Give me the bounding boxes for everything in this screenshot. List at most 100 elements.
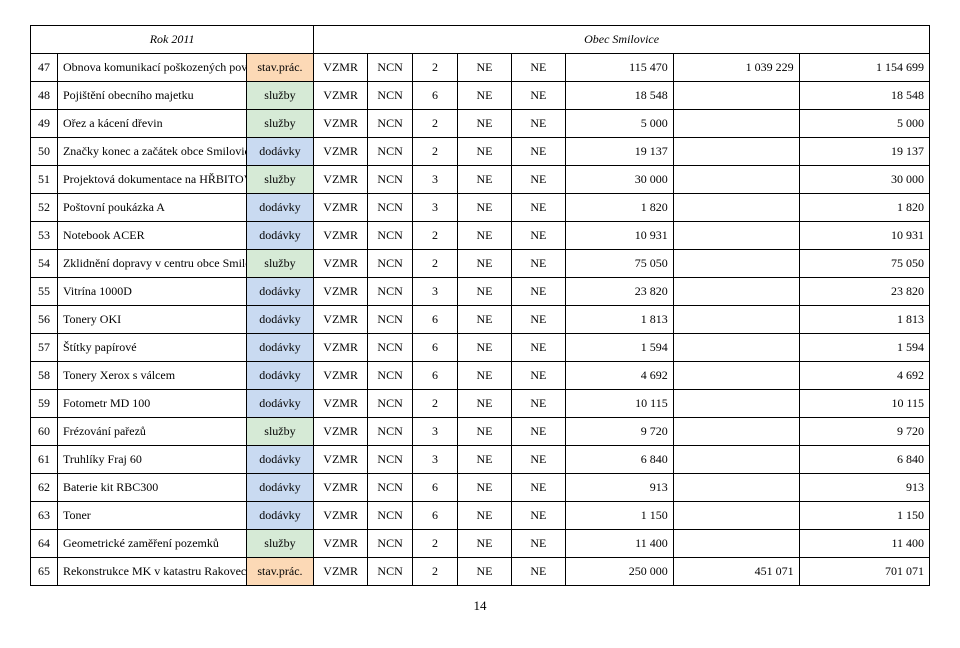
row-col-c: 2 [413,222,458,250]
row-col-g [673,138,799,166]
row-col-c: 3 [413,166,458,194]
row-col-h: 18 548 [799,82,929,110]
row-number: 57 [31,334,58,362]
row-col-a: VZMR [314,166,368,194]
row-col-e: NE [511,250,565,278]
row-col-d: NE [457,418,511,446]
row-category: stav.prác. [246,558,313,586]
row-col-a: VZMR [314,558,368,586]
row-description: Baterie kit RBC300 [57,474,246,502]
row-col-g [673,194,799,222]
row-col-b: NCN [368,362,413,390]
data-table: Rok 2011 Obec Smilovice 47Obnova komunik… [30,25,930,586]
table-row: 62Baterie kit RBC300dodávkyVZMRNCN6NENE9… [31,474,930,502]
row-col-b: NCN [368,474,413,502]
row-col-b: NCN [368,334,413,362]
row-col-h: 1 154 699 [799,54,929,82]
row-category: dodávky [246,194,313,222]
row-category: služby [246,530,313,558]
row-col-f: 18 548 [565,82,673,110]
row-col-c: 2 [413,250,458,278]
row-col-h: 913 [799,474,929,502]
row-category: dodávky [246,306,313,334]
row-col-e: NE [511,54,565,82]
row-col-b: NCN [368,138,413,166]
row-col-c: 6 [413,82,458,110]
row-col-d: NE [457,474,511,502]
row-col-g [673,222,799,250]
row-col-h: 75 050 [799,250,929,278]
row-col-g [673,278,799,306]
row-col-a: VZMR [314,306,368,334]
table-row: 55Vitrína 1000DdodávkyVZMRNCN3NENE23 820… [31,278,930,306]
row-number: 56 [31,306,58,334]
row-col-f: 19 137 [565,138,673,166]
row-description: Truhlíky Fraj 60 [57,446,246,474]
row-col-h: 10 115 [799,390,929,418]
row-col-c: 6 [413,474,458,502]
row-col-h: 9 720 [799,418,929,446]
row-description: Tonery Xerox s válcem [57,362,246,390]
row-col-h: 6 840 [799,446,929,474]
row-col-d: NE [457,222,511,250]
row-col-h: 1 594 [799,334,929,362]
row-col-d: NE [457,82,511,110]
table-row: 61Truhlíky Fraj 60dodávkyVZMRNCN3NENE6 8… [31,446,930,474]
row-col-b: NCN [368,390,413,418]
header-year: Rok 2011 [31,26,314,54]
row-col-e: NE [511,278,565,306]
table-row: 65Rekonstrukce MK v katastru Rakovecstav… [31,558,930,586]
row-col-c: 3 [413,194,458,222]
row-col-e: NE [511,474,565,502]
row-col-g [673,390,799,418]
row-col-e: NE [511,418,565,446]
row-col-f: 250 000 [565,558,673,586]
row-col-f: 1 594 [565,334,673,362]
table-row: 64Geometrické zaměření pozemkůslužbyVZMR… [31,530,930,558]
row-col-d: NE [457,362,511,390]
row-category: služby [246,250,313,278]
row-col-a: VZMR [314,334,368,362]
row-description: Značky konec a začátek obce Smilovice [57,138,246,166]
row-col-a: VZMR [314,250,368,278]
row-category: služby [246,166,313,194]
row-col-b: NCN [368,502,413,530]
row-col-f: 10 931 [565,222,673,250]
table-row: 63TonerdodávkyVZMRNCN6NENE1 1501 150 [31,502,930,530]
row-number: 59 [31,390,58,418]
row-col-c: 2 [413,558,458,586]
row-col-g [673,418,799,446]
row-col-c: 6 [413,362,458,390]
row-col-h: 4 692 [799,362,929,390]
row-col-c: 3 [413,278,458,306]
table-row: 58Tonery Xerox s válcemdodávkyVZMRNCN6NE… [31,362,930,390]
row-number: 50 [31,138,58,166]
row-description: Notebook ACER [57,222,246,250]
table-row: 56Tonery OKIdodávkyVZMRNCN6NENE1 8131 81… [31,306,930,334]
row-col-a: VZMR [314,474,368,502]
row-col-f: 23 820 [565,278,673,306]
row-col-b: NCN [368,558,413,586]
row-col-g [673,166,799,194]
row-col-h: 1 150 [799,502,929,530]
row-number: 62 [31,474,58,502]
row-col-e: NE [511,166,565,194]
row-category: služby [246,418,313,446]
table-row: 57Štítky papírovédodávkyVZMRNCN6NENE1 59… [31,334,930,362]
row-col-d: NE [457,558,511,586]
row-col-a: VZMR [314,110,368,138]
row-col-a: VZMR [314,390,368,418]
row-col-d: NE [457,166,511,194]
row-col-c: 2 [413,138,458,166]
table-row: 54Zklidnění dopravy v centru obce Smilov… [31,250,930,278]
row-col-e: NE [511,446,565,474]
row-col-b: NCN [368,306,413,334]
row-col-a: VZMR [314,194,368,222]
row-col-a: VZMR [314,362,368,390]
row-col-h: 5 000 [799,110,929,138]
row-col-a: VZMR [314,278,368,306]
row-col-a: VZMR [314,222,368,250]
row-col-d: NE [457,278,511,306]
row-col-c: 2 [413,530,458,558]
row-col-b: NCN [368,82,413,110]
